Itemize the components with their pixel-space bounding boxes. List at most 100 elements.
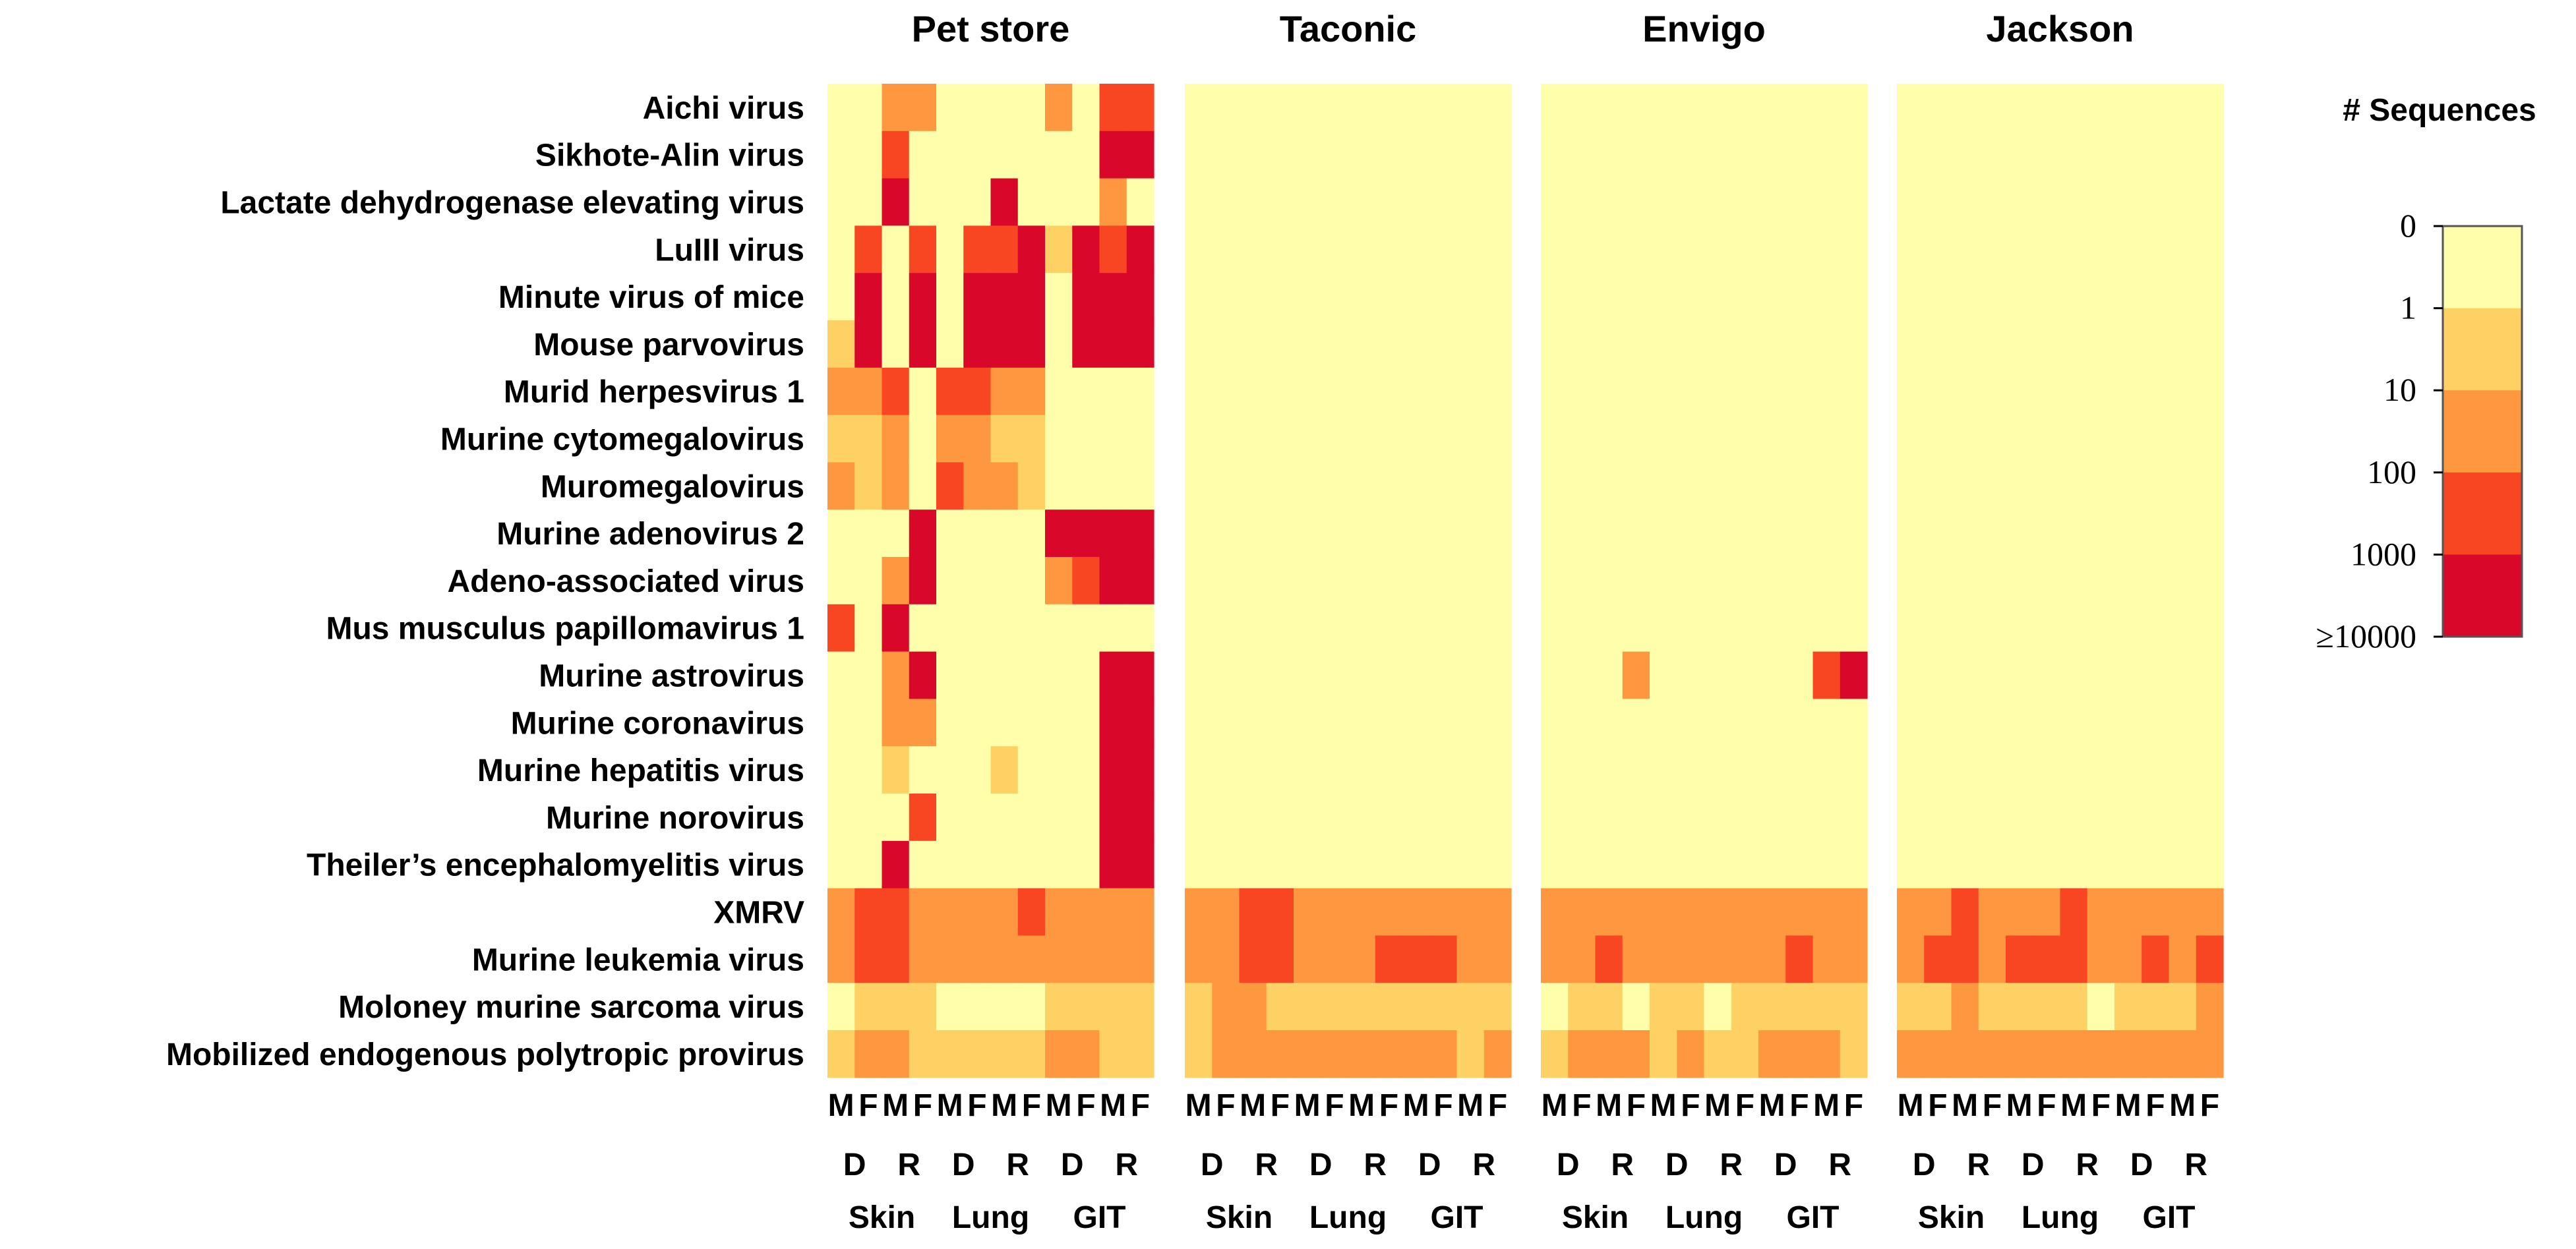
heatmap-cell bbox=[1266, 131, 1294, 179]
heatmap-cell bbox=[1785, 746, 1814, 794]
heatmap-cell bbox=[1017, 604, 1046, 653]
heatmap-cell bbox=[2196, 840, 2224, 889]
heatmap-cell bbox=[1978, 320, 2006, 368]
heatmap-cell bbox=[1429, 794, 1458, 842]
heatmap-cell bbox=[936, 888, 964, 936]
heatmap-cell bbox=[1185, 935, 1213, 983]
heatmap-cell bbox=[1758, 367, 1786, 416]
heatmap-cell bbox=[1017, 131, 1046, 179]
heatmap-cell bbox=[1017, 509, 1046, 558]
heatmap-cell bbox=[1239, 131, 1267, 179]
column-subgroup-label: D bbox=[1061, 1147, 1084, 1182]
heatmap-cell bbox=[963, 1030, 992, 1078]
heatmap-cell bbox=[1731, 794, 1759, 842]
heatmap-cell bbox=[827, 367, 855, 416]
heatmap-cell bbox=[1402, 178, 1430, 226]
legend-tick-label: 1000 bbox=[2351, 535, 2416, 572]
heatmap-cell bbox=[1266, 367, 1294, 416]
heatmap-cell bbox=[1294, 794, 1321, 842]
heatmap-cell bbox=[2006, 935, 2033, 983]
heatmap-cell bbox=[1978, 983, 2006, 1031]
heatmap-cell bbox=[1017, 888, 1046, 936]
heatmap-cell bbox=[2142, 557, 2170, 605]
heatmap-cell bbox=[1348, 84, 1376, 132]
heatmap-cell bbox=[990, 699, 1019, 747]
panel-title: Envigo bbox=[1642, 8, 1766, 49]
heatmap-cell bbox=[990, 840, 1019, 889]
heatmap-cell bbox=[990, 131, 1019, 179]
row-label: LuIII virus bbox=[655, 233, 804, 268]
heatmap-cell bbox=[1677, 84, 1705, 132]
heatmap-cell bbox=[1840, 935, 1868, 983]
heatmap-panels: Pet store Taconic Envigo Jackson bbox=[827, 8, 2224, 1078]
heatmap-cell bbox=[1294, 604, 1321, 653]
heatmap-cell bbox=[1126, 935, 1154, 983]
heatmap-cell bbox=[1266, 320, 1294, 368]
heatmap-cell bbox=[1321, 935, 1349, 983]
heatmap-cell bbox=[1239, 983, 1267, 1031]
heatmap-cell bbox=[963, 840, 992, 889]
heatmap-cell bbox=[1568, 794, 1596, 842]
heatmap-cell bbox=[1483, 983, 1512, 1031]
heatmap-cell bbox=[909, 84, 937, 132]
heatmap-cell bbox=[1541, 1030, 1569, 1078]
heatmap-cell bbox=[2060, 794, 2088, 842]
heatmap-cell bbox=[1212, 367, 1240, 416]
heatmap-cell bbox=[2060, 699, 2088, 747]
heatmap-cell bbox=[909, 604, 937, 653]
column-subgroup-label: D bbox=[1309, 1147, 1333, 1182]
heatmap-cell bbox=[1897, 935, 1925, 983]
heatmap-cell bbox=[1595, 131, 1623, 179]
heatmap-cell bbox=[1758, 84, 1786, 132]
column-subgroup-label: D bbox=[1665, 1147, 1689, 1182]
heatmap-cell bbox=[1704, 794, 1732, 842]
heatmap-cell bbox=[2196, 131, 2224, 179]
heatmap-cell bbox=[1017, 840, 1046, 889]
heatmap-cell bbox=[1126, 557, 1154, 605]
heatmap-cell bbox=[2087, 462, 2115, 510]
heatmap-cell bbox=[1456, 273, 1485, 321]
heatmap-cell bbox=[2196, 178, 2224, 226]
panel-title: Taconic bbox=[1280, 8, 1416, 49]
heatmap-cell bbox=[1758, 604, 1786, 653]
heatmap-cell bbox=[1045, 840, 1073, 889]
heatmap-cell bbox=[909, 367, 937, 416]
heatmap-cell bbox=[1456, 367, 1485, 416]
heatmap-cell bbox=[990, 462, 1019, 510]
column-subgroup-label: R bbox=[1472, 1147, 1495, 1182]
heatmap-cell bbox=[1785, 651, 1814, 699]
heatmap-cell bbox=[2033, 1030, 2061, 1078]
heatmap-cell bbox=[1266, 178, 1294, 226]
heatmap-cell bbox=[936, 273, 964, 321]
heatmap-cell bbox=[1951, 509, 1979, 558]
heatmap-cell bbox=[1758, 178, 1786, 226]
heatmap-cell bbox=[2060, 746, 2088, 794]
heatmap-cell bbox=[2142, 699, 2170, 747]
heatmap-cell bbox=[1785, 1030, 1814, 1078]
heatmap-cell bbox=[882, 273, 910, 321]
column-sex-label: F bbox=[858, 1088, 878, 1123]
heatmap-cell bbox=[1595, 1030, 1623, 1078]
heatmap-cell bbox=[1045, 131, 1073, 179]
heatmap-cell bbox=[1758, 651, 1786, 699]
heatmap-cell bbox=[2169, 273, 2197, 321]
heatmap-cell bbox=[2087, 178, 2115, 226]
column-tissue-label: Lung bbox=[952, 1200, 1029, 1235]
heatmap-cell bbox=[827, 557, 855, 605]
heatmap-cell bbox=[1704, 131, 1732, 179]
column-tissue-label: Skin bbox=[1206, 1200, 1273, 1235]
heatmap-cell bbox=[1704, 273, 1732, 321]
column-tissue-label: Skin bbox=[1562, 1200, 1629, 1235]
heatmap-cell bbox=[1348, 509, 1376, 558]
heatmap-cell bbox=[1897, 840, 1925, 889]
heatmap-cell bbox=[1978, 651, 2006, 699]
heatmap-cell bbox=[1758, 794, 1786, 842]
heatmap-cell bbox=[1758, 1030, 1786, 1078]
heatmap-cell bbox=[936, 84, 964, 132]
heatmap-cell bbox=[909, 699, 937, 747]
heatmap-cell bbox=[1126, 840, 1154, 889]
heatmap-cell bbox=[1185, 367, 1213, 416]
heatmap-cell bbox=[909, 131, 937, 179]
heatmap-cell bbox=[1072, 699, 1100, 747]
heatmap-cell bbox=[1568, 699, 1596, 747]
